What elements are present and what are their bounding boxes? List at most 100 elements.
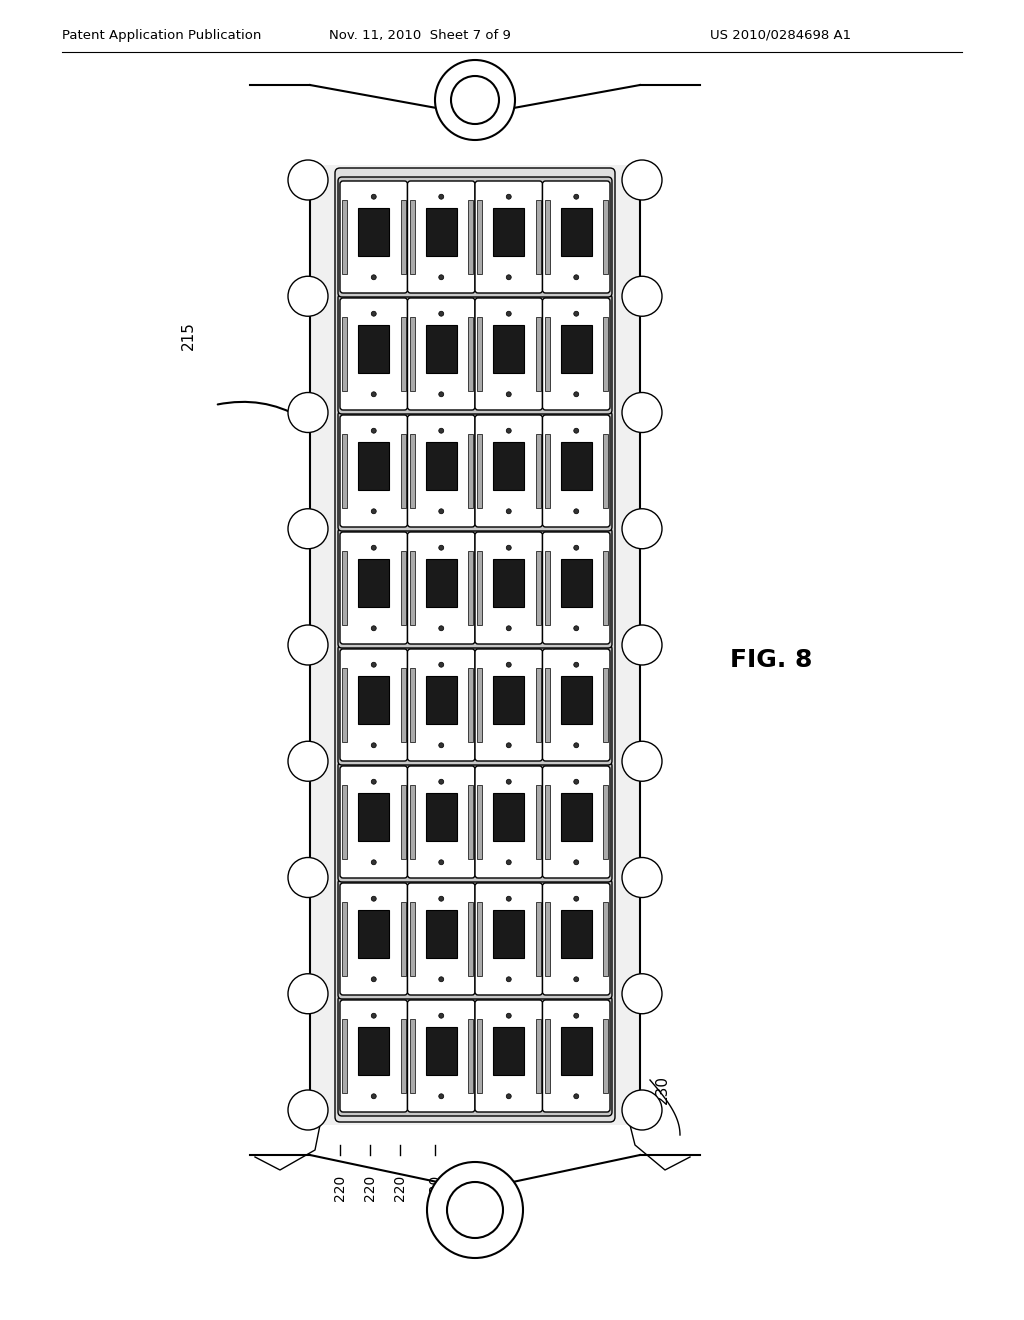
- Circle shape: [438, 545, 443, 550]
- Circle shape: [372, 1014, 376, 1018]
- Bar: [410, 550, 415, 626]
- Bar: [477, 199, 482, 275]
- FancyBboxPatch shape: [543, 883, 610, 995]
- Bar: [358, 207, 389, 256]
- Bar: [358, 676, 389, 723]
- Circle shape: [573, 194, 579, 199]
- Circle shape: [372, 663, 376, 667]
- Circle shape: [622, 858, 662, 898]
- Circle shape: [573, 743, 579, 747]
- Text: FIG. 8: FIG. 8: [730, 648, 812, 672]
- Bar: [494, 558, 524, 607]
- FancyBboxPatch shape: [475, 414, 543, 527]
- Circle shape: [573, 663, 579, 667]
- Bar: [494, 909, 524, 957]
- FancyBboxPatch shape: [475, 532, 543, 644]
- Circle shape: [573, 626, 579, 631]
- Circle shape: [573, 508, 579, 513]
- Bar: [545, 668, 550, 742]
- FancyBboxPatch shape: [340, 414, 408, 527]
- FancyBboxPatch shape: [338, 762, 612, 882]
- Bar: [536, 550, 541, 626]
- Bar: [410, 317, 415, 391]
- Text: 220: 220: [393, 1175, 407, 1201]
- Bar: [494, 1027, 524, 1074]
- Bar: [561, 207, 592, 256]
- Bar: [358, 558, 389, 607]
- FancyBboxPatch shape: [543, 1001, 610, 1111]
- Circle shape: [438, 1094, 443, 1098]
- Circle shape: [573, 859, 579, 865]
- Bar: [358, 442, 389, 490]
- Bar: [603, 1019, 608, 1093]
- Bar: [358, 909, 389, 957]
- Circle shape: [438, 743, 443, 747]
- Bar: [342, 550, 347, 626]
- Circle shape: [506, 743, 511, 747]
- Circle shape: [438, 194, 443, 199]
- Bar: [400, 199, 406, 275]
- Bar: [545, 902, 550, 975]
- FancyBboxPatch shape: [340, 649, 408, 762]
- Bar: [536, 785, 541, 859]
- Bar: [603, 668, 608, 742]
- Circle shape: [372, 1094, 376, 1098]
- FancyBboxPatch shape: [338, 411, 612, 531]
- Circle shape: [506, 1094, 511, 1098]
- Bar: [603, 199, 608, 275]
- Circle shape: [372, 977, 376, 982]
- Bar: [603, 785, 608, 859]
- FancyBboxPatch shape: [408, 532, 475, 644]
- Circle shape: [427, 1162, 523, 1258]
- FancyBboxPatch shape: [543, 766, 610, 878]
- Bar: [400, 785, 406, 859]
- Circle shape: [506, 896, 511, 902]
- FancyBboxPatch shape: [408, 1001, 475, 1111]
- Circle shape: [438, 779, 443, 784]
- Circle shape: [573, 392, 579, 397]
- Bar: [561, 558, 592, 607]
- Bar: [410, 1019, 415, 1093]
- Bar: [400, 902, 406, 975]
- FancyBboxPatch shape: [340, 766, 408, 878]
- Circle shape: [438, 977, 443, 982]
- Bar: [603, 902, 608, 975]
- Circle shape: [573, 779, 579, 784]
- Circle shape: [372, 194, 376, 199]
- Bar: [426, 793, 457, 841]
- Circle shape: [372, 392, 376, 397]
- Circle shape: [622, 624, 662, 665]
- FancyBboxPatch shape: [338, 645, 612, 766]
- Circle shape: [506, 275, 511, 280]
- Circle shape: [438, 896, 443, 902]
- Bar: [477, 434, 482, 508]
- Circle shape: [573, 1014, 579, 1018]
- Circle shape: [372, 626, 376, 631]
- FancyBboxPatch shape: [408, 181, 475, 293]
- FancyBboxPatch shape: [335, 168, 615, 1122]
- Bar: [468, 1019, 473, 1093]
- Bar: [545, 1019, 550, 1093]
- Circle shape: [506, 859, 511, 865]
- Bar: [536, 199, 541, 275]
- FancyBboxPatch shape: [543, 649, 610, 762]
- FancyBboxPatch shape: [338, 997, 612, 1115]
- Circle shape: [506, 194, 511, 199]
- Bar: [561, 325, 592, 372]
- Bar: [603, 550, 608, 626]
- Circle shape: [573, 1094, 579, 1098]
- Circle shape: [622, 1090, 662, 1130]
- FancyBboxPatch shape: [408, 649, 475, 762]
- Circle shape: [372, 312, 376, 317]
- FancyBboxPatch shape: [475, 298, 543, 411]
- FancyBboxPatch shape: [340, 883, 408, 995]
- Bar: [342, 199, 347, 275]
- Circle shape: [506, 392, 511, 397]
- Bar: [545, 550, 550, 626]
- Circle shape: [506, 312, 511, 317]
- Bar: [477, 1019, 482, 1093]
- Bar: [494, 676, 524, 723]
- FancyBboxPatch shape: [543, 298, 610, 411]
- Circle shape: [573, 896, 579, 902]
- Bar: [536, 668, 541, 742]
